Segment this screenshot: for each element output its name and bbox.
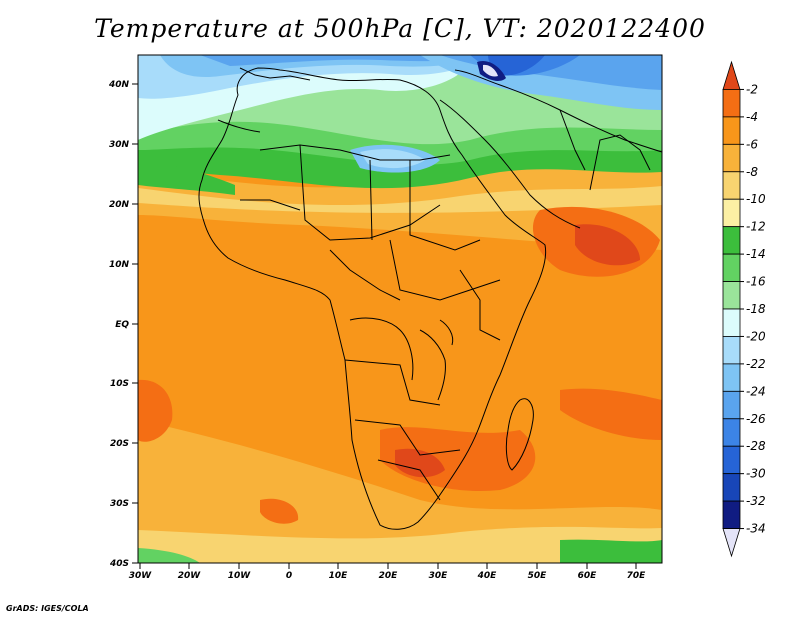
lon-label: 70E: [627, 571, 647, 581]
lon-label: 20E: [379, 571, 399, 581]
temperature-field: [138, 55, 662, 563]
colorbar-label: -8: [746, 165, 758, 179]
lat-label: 40N: [108, 80, 130, 90]
colorbar-label: -2: [746, 82, 758, 96]
lat-label: 30N: [109, 140, 130, 150]
lon-label: 60E: [578, 571, 598, 581]
colorbar-swatch: [722, 143, 741, 173]
lat-label: 10N: [109, 260, 130, 270]
colorbar-swatch: [722, 390, 741, 420]
colorbar-swatch: [722, 198, 741, 228]
colorbar-label: -28: [746, 439, 766, 453]
map-title: Temperature at 500hPa [C], VT: 202012240…: [94, 14, 706, 43]
colorbar-swatch: [722, 363, 741, 392]
colorbar-label: -24: [746, 384, 766, 398]
lat-label: 40S: [109, 559, 129, 569]
colorbar-swatch: [722, 500, 741, 529]
colorbar-swatch: [722, 418, 741, 447]
lat-label: 20N: [109, 200, 130, 210]
colorbar-label: -26: [746, 412, 766, 426]
lon-label: 20W: [178, 571, 202, 581]
colorbar-label: -30: [746, 467, 766, 481]
colorbar-swatch: [722, 226, 741, 255]
colorbar-swatch: [722, 253, 741, 282]
latitude-axis: 40N 30N 20N 10N EQ 10S 20S 30S 40S: [108, 80, 138, 569]
lon-label: 30E: [429, 571, 449, 581]
colorbar-label: -12: [746, 220, 766, 234]
lat-label: 20S: [110, 439, 129, 449]
color-legend: -2 -4 -6 -8 -10 -12 -14 -16 -18 -20 -22 -24 -26 -28 -3…: [722, 60, 766, 558]
lat-label: 10S: [110, 379, 129, 389]
lat-label: EQ: [115, 320, 129, 330]
coastlines: [198, 67, 662, 530]
colorbar-swatch: [722, 116, 741, 145]
colorbar-label: -20: [746, 329, 766, 343]
colorbar-swatch: [722, 528, 741, 558]
lon-label: 50E: [528, 571, 548, 581]
colorbar-swatch: [722, 281, 741, 310]
lon-label: 10W: [228, 571, 252, 581]
colorbar-label: -16: [746, 275, 766, 289]
colorbar-swatch: [722, 473, 741, 502]
colorbar-label: -4: [746, 110, 758, 124]
colorbar-label: -32: [746, 494, 766, 508]
colorbar-label: -14: [746, 247, 766, 261]
colorbar-label: -10: [746, 192, 766, 206]
colorbar-swatch: [722, 89, 741, 118]
lon-label: 40E: [477, 571, 498, 581]
credit-text: GrADS: IGES/COLA: [6, 604, 89, 613]
lon-label: 10E: [329, 571, 349, 581]
colorbar-swatch: [722, 445, 741, 475]
colorbar-swatch: [722, 336, 741, 365]
colorbar-swatch: [722, 171, 741, 200]
lat-label: 30S: [110, 499, 129, 509]
lon-label: 0: [286, 571, 292, 581]
map-frame: [137, 54, 663, 564]
colorbar-label: -22: [746, 357, 766, 371]
colorbar-swatch: [722, 60, 741, 90]
colorbar-label: -18: [746, 302, 766, 316]
longitude-axis: 30W 20W 10W 0 10E 20E 30E 40E 50E 60E 70…: [129, 563, 646, 581]
lon-label: 30W: [129, 571, 153, 581]
colorbar-label: -6: [746, 137, 758, 151]
colorbar-label: -34: [746, 522, 766, 536]
colorbar-swatch: [722, 308, 741, 337]
